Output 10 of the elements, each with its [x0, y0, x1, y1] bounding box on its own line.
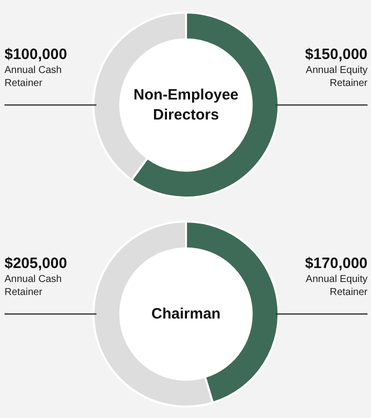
data-label: $205,000	[4, 255, 68, 272]
data-label: $100,000	[4, 46, 68, 64]
data-label: $170,000	[304, 255, 368, 272]
data-label: $150,000	[304, 46, 368, 64]
slice-label: Annual Equity Retainer	[306, 274, 368, 298]
slice-label: Annual Equity Retainer	[306, 65, 368, 89]
text: Chairman	[151, 306, 221, 322]
slice-label: Annual Cash Retainer	[4, 274, 62, 298]
slice-label: Annual Cash Retainer	[4, 65, 62, 89]
text: Non-Employee Directors	[133, 86, 239, 124]
